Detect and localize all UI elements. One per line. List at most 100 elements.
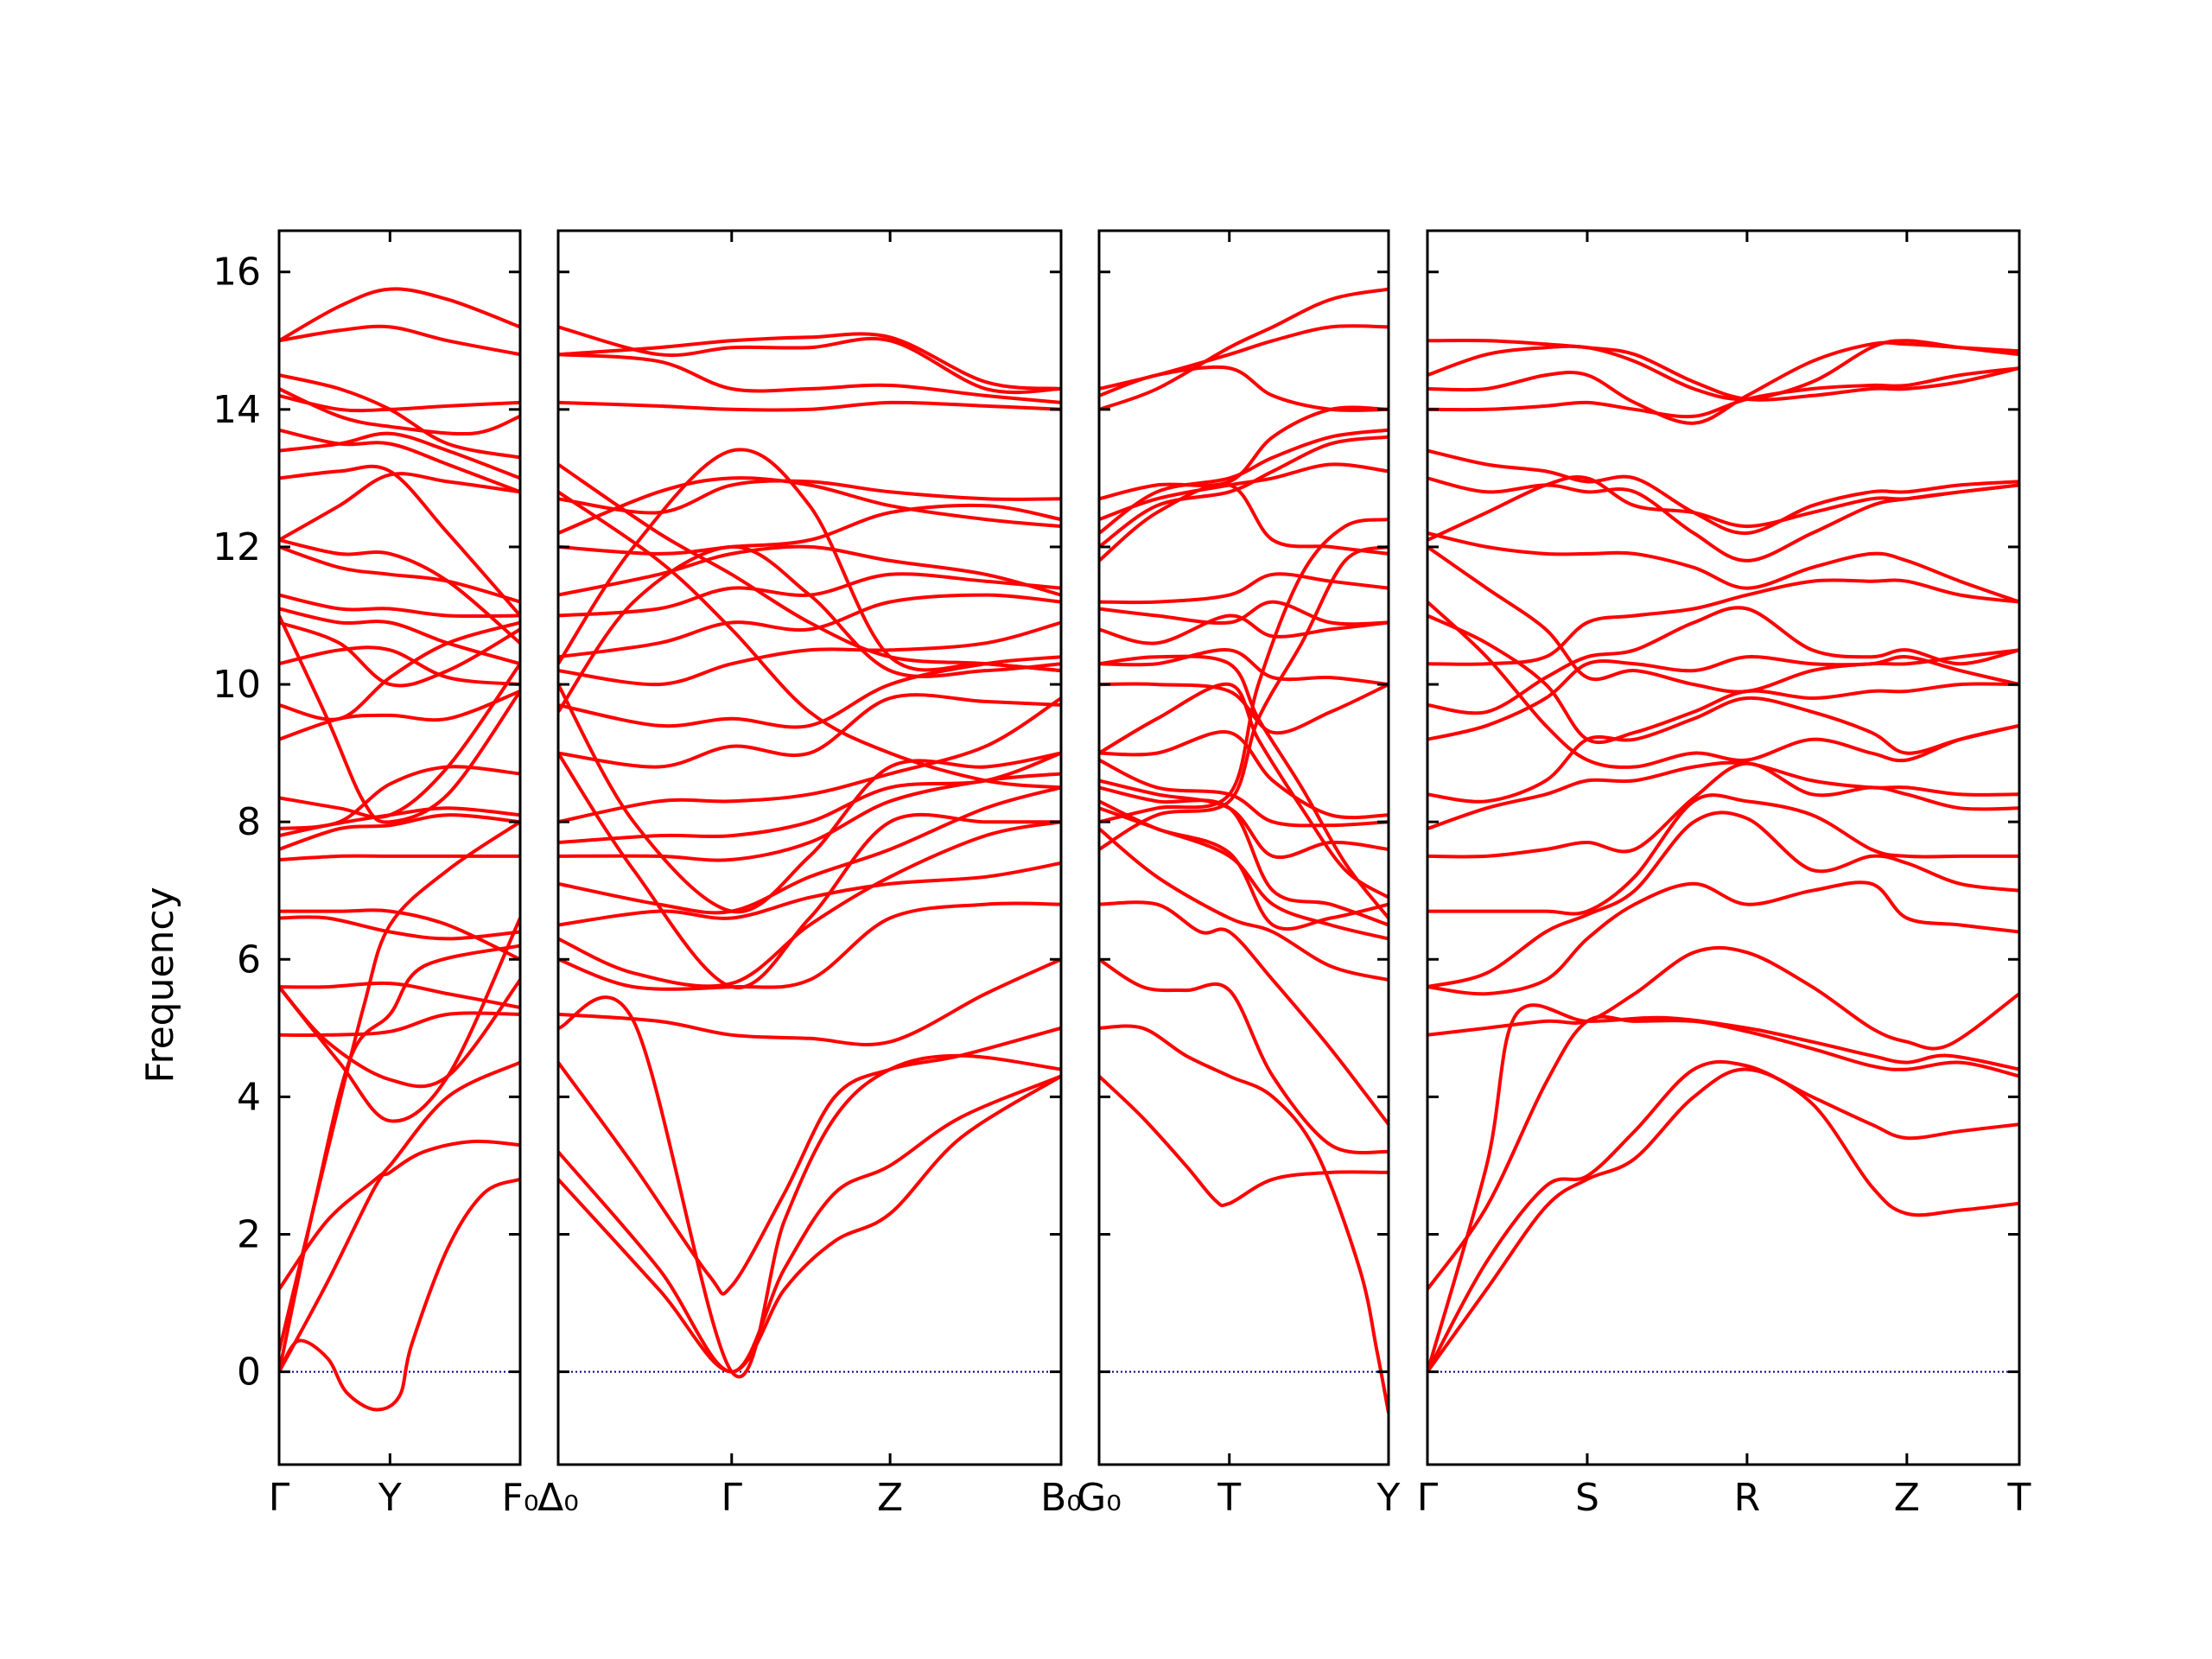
band-line-10 [279,915,520,941]
panel-frame [1097,229,1390,1466]
y-tick-label: 14 [213,388,261,432]
band-line-15 [1099,600,1389,626]
bands [1427,338,2019,1373]
y-tick-label: 2 [237,1212,261,1256]
band-line-8 [1099,785,1389,927]
band-line-26 [279,472,520,542]
band-line-14 [1099,613,1389,645]
band-line-9 [1427,761,2019,859]
band-line-30 [558,325,1061,395]
band-line-25 [558,752,1061,990]
panel-3: G₀ T Y [1077,229,1401,1520]
band-line-24 [1427,339,2019,402]
band-line-7 [1099,799,1389,931]
band-line-20 [1427,448,2019,536]
panel-frame [556,229,1063,1466]
bands [1099,287,1389,1414]
band-line-5 [279,820,520,1352]
band-line-27 [558,544,1061,714]
band-line-18 [558,544,1061,597]
band-line-19 [1099,435,1389,549]
band-line-14 [558,655,1061,729]
band-line-1 [1427,1067,2019,1373]
band-line-27 [1099,365,1389,412]
x-tick-label: Γ [1417,1476,1439,1520]
bands [558,325,1061,1379]
y-axis-label: Frequency [138,887,182,1083]
band-line-8 [1427,793,2019,916]
y-tick-label: 16 [213,251,261,295]
band-line-5 [1099,827,1389,982]
band-line-32 [279,373,520,460]
band-line-12 [558,696,1061,824]
band-line-4 [558,995,1061,1379]
band-line-22 [279,593,520,619]
band-line-28 [1099,405,1389,501]
band-line-17 [279,690,520,741]
band-line-27 [279,464,520,617]
band-line-28 [279,431,520,480]
band-line-3 [279,1060,520,1291]
band-line-4 [1427,1003,2019,1373]
y-tick-label: 12 [213,525,261,569]
band-line-21 [1099,654,1389,919]
band-line-2 [1427,1059,2019,1373]
band-line-23 [558,490,1061,790]
band-line-23 [1099,544,1389,851]
band-line-19 [279,645,520,687]
band-line-3 [1099,957,1389,1154]
band-line-4 [1099,900,1389,1126]
band-line-17 [1427,545,2019,694]
x-tick-label: Z [877,1476,903,1520]
y-tick-label: 6 [237,938,261,982]
band-line-14 [1427,578,2019,666]
band-line-23 [279,545,520,604]
band-line-20 [279,620,520,688]
band-line-26 [558,448,1061,673]
band-line-15 [558,620,1061,687]
x-tick-label: G₀ [1077,1476,1122,1520]
band-line-17 [1099,482,1389,563]
band-line-19 [558,503,1061,556]
x-tick-label: T [1217,1476,1241,1520]
x-tick-label: R [1734,1476,1761,1520]
band-line-12 [1099,682,1389,735]
band-line-22 [1427,340,2019,425]
panel-1: Γ Y F₀ [269,229,539,1520]
band-line-24 [1099,518,1389,824]
panel-frame [277,229,522,1466]
band-line-25 [1427,475,2019,542]
band-line-10 [558,772,1061,862]
band-line-16 [558,593,1061,659]
band-line-22 [1099,682,1389,899]
band-line-15 [1427,613,2019,745]
band-line-15 [279,765,520,831]
band-line-28 [558,400,1061,412]
band-line-16 [279,663,520,819]
x-tick-label: Γ [721,1476,743,1520]
y-tick-label: 8 [237,800,261,844]
x-tick-label: Z [1894,1476,1920,1520]
band-line-18 [279,620,520,721]
band-line-2 [558,1074,1061,1374]
band-line-29 [558,353,1061,404]
band-line-7 [279,981,520,1009]
x-tick-label: F₀ [502,1476,539,1520]
y-tick-label: 10 [213,663,261,707]
band-line-11 [1427,696,2019,804]
band-line-21 [558,476,1061,535]
band-line-5 [558,957,1061,1046]
band-line-12 [1427,655,2019,741]
band-line-23 [1427,338,2019,402]
band-line-16 [1427,601,2019,769]
panel-frame [1426,229,2021,1466]
x-tick-label: Y [1376,1476,1401,1520]
band-line-22 [558,462,1061,673]
band-line-10 [1099,758,1389,828]
band-line-7 [1427,810,2019,989]
band-line-21 [279,607,520,666]
band-line-1 [558,1074,1061,1374]
